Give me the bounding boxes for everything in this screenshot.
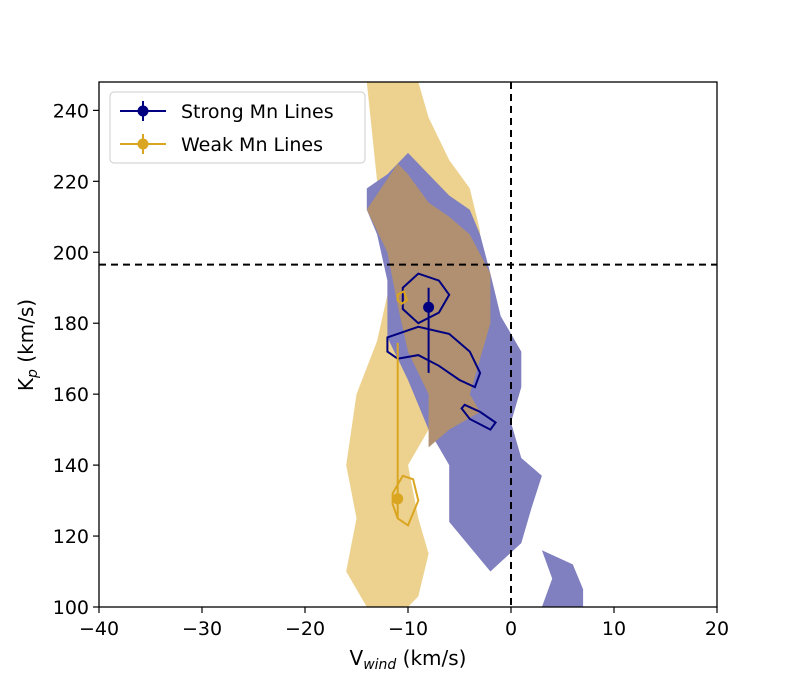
contour-strong-2 xyxy=(460,403,498,431)
x-axis-ticks: −40 −30 −20 −10 0 10 20 xyxy=(79,607,729,640)
contour-weak-0 xyxy=(391,474,420,527)
x-tick-label: −20 xyxy=(285,618,325,640)
legend-label-weak: Weak Mn Lines xyxy=(181,134,323,156)
contour-strong-0 xyxy=(401,272,451,325)
x-tick-label: 10 xyxy=(602,618,626,640)
y-tick-label: 100 xyxy=(53,597,89,619)
x-axis-label: Vwind (km/s) xyxy=(350,646,467,673)
point-series-1 xyxy=(392,342,404,519)
region-strong-patch xyxy=(541,550,584,607)
x-tick-label: −10 xyxy=(388,618,428,640)
x-tick-label: −30 xyxy=(182,618,222,640)
x-tick-label: 0 xyxy=(505,618,517,640)
x-tick-label: −40 xyxy=(79,618,119,640)
legend-entry-weak: Weak Mn Lines xyxy=(120,134,323,156)
legend-box xyxy=(109,91,366,164)
y-tick-label: 180 xyxy=(53,313,89,335)
y-tick-label: 120 xyxy=(53,526,89,548)
contour-strong-1 xyxy=(386,325,482,389)
contour-regions xyxy=(346,82,584,607)
data-points xyxy=(392,287,435,519)
y-tick-label: 160 xyxy=(53,384,89,406)
y-tick-label: 240 xyxy=(53,100,89,122)
y-tick-label: 140 xyxy=(53,455,89,477)
reference-lines xyxy=(99,82,717,607)
data-point-0 xyxy=(423,301,435,313)
contour-lines xyxy=(386,272,498,527)
data-point-1 xyxy=(392,493,404,505)
y-tick-label: 200 xyxy=(53,242,89,264)
legend: Strong Mn Lines Weak Mn Lines xyxy=(109,91,366,164)
x-tick-label: 20 xyxy=(705,618,729,640)
y-axis-ticks: 100 120 140 160 180 200 220 240 xyxy=(53,100,99,619)
y-axis-label: Kp (km/s) xyxy=(14,299,41,391)
point-series-0 xyxy=(423,287,435,373)
legend-entry-strong: Strong Mn Lines xyxy=(120,101,334,123)
legend-label-strong: Strong Mn Lines xyxy=(181,101,334,123)
y-tick-label: 220 xyxy=(53,171,89,193)
contour-weak-1 xyxy=(396,289,409,305)
